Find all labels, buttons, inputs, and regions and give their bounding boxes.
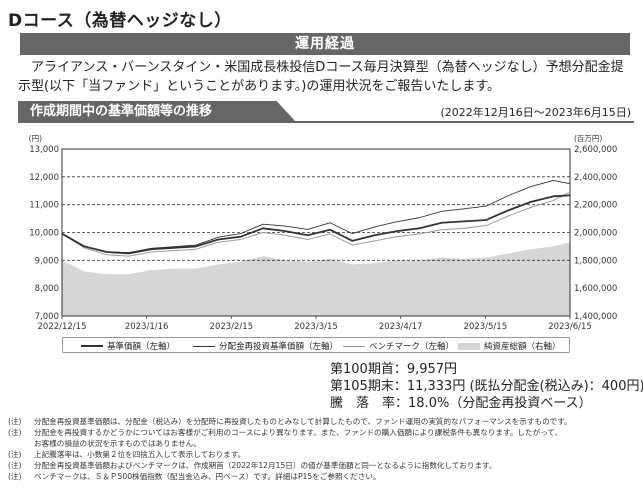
x-tick-label: 2023/4/17 — [379, 322, 423, 332]
footnote-text: 分配金を再投資するかどうかについてはお客様がご利用のコースにより異なります。また… — [34, 428, 563, 437]
legend-label-nav: 基準価額（左軸） — [107, 342, 176, 352]
legend-item-benchmark: ベンチマーク（左軸） — [343, 340, 454, 352]
y-right-tick-label: 1,400,000 — [574, 312, 617, 322]
footnote-text: 分配金再投資基準価額は、分配金（税込み）を分配時に再投資したものとみなして計算し… — [34, 417, 572, 426]
legend-swatch-reinvested — [193, 345, 215, 347]
footnote: (注) 分配金再投資基準価額およびベンチマークは、作成期首（2022年12月15日… — [8, 460, 638, 471]
summary-return-label: 騰 落 率： — [330, 396, 409, 411]
summary-end: 第105期末：11,333円 (既払分配金(税込み)：400円) — [330, 378, 643, 395]
legend-label-netassets: 純資産総額（右軸） — [484, 342, 561, 352]
y-right-unit: (百万円) — [574, 134, 602, 143]
footnotes: (注) 分配金再投資基準価額は、分配金（税込み）を分配時に再投資したものとみなして… — [8, 416, 638, 482]
series-area-net-assets — [62, 242, 570, 316]
summary-start-label: 第100期首： — [330, 362, 407, 377]
subsection-header: 作成期間中の基準価額等の推移 — [18, 101, 296, 122]
x-tick-label: 2023/3/15 — [294, 322, 338, 332]
y-left-tick-label: 10,000 — [29, 229, 59, 239]
x-tick-label: 2023/2/15 — [210, 322, 254, 332]
y-right-tick-label: 2,400,000 — [574, 173, 617, 183]
legend-item-netassets: 純資産総額（右軸） — [458, 340, 561, 352]
footnote-prefix: (注) — [8, 428, 22, 437]
legend-swatch-nav — [81, 345, 103, 347]
legend-item-nav: 基準価額（左軸） — [81, 340, 175, 352]
y-right-tick-label: 2,600,000 — [574, 145, 617, 155]
section-header: 運用経過 — [20, 33, 630, 55]
x-tick-label: 2022/12/15 — [38, 322, 87, 332]
chart-legend: 基準価額（左軸） 分配金再投資基準価額（左軸） ベンチマーク（左軸） 純資産総額… — [62, 337, 570, 353]
legend-label-benchmark: ベンチマーク（左軸） — [369, 342, 455, 352]
y-right-tick-label: 1,800,000 — [574, 256, 617, 266]
y-right-tick-label: 1,600,000 — [574, 284, 617, 294]
summary-start: 第100期首：9,957円 — [330, 361, 643, 378]
legend-swatch-netassets — [458, 342, 480, 350]
footnote: (注) 上記騰落率は、小数第２位を四捨五入して表示しております。 — [8, 449, 638, 460]
y-left-tick-label: 12,000 — [29, 173, 59, 183]
footnote-text: 分配金再投資基準価額およびベンチマークは、作成期首（2022年12月15日）の値… — [34, 461, 497, 470]
y-left-tick-label: 8,000 — [35, 284, 59, 294]
footnote: (注) 分配金を再投資するかどうかについてはお客様がご利用のコースにより異なります… — [8, 427, 638, 438]
footnote-prefix: (注) — [8, 461, 22, 470]
series-line-gray — [61, 191, 571, 257]
x-tick-label: 2023/1/16 — [125, 322, 169, 332]
footnote-text: ベンチマークは、Ｓ＆Ｐ500株価指数（配当金込み、円ベース）です。詳細はP15を… — [34, 472, 381, 481]
footnote: お客様の損益の状況を示すものではありません。 — [8, 438, 638, 449]
y-left-tick-label: 13,000 — [29, 145, 59, 155]
footnote-text: 上記騰落率は、小数第２位を四捨五入して表示しております。 — [34, 450, 246, 459]
legend-label-reinvested: 分配金再投資基準価額（左軸） — [219, 342, 339, 352]
summary-return-value: 18.0%（分配金再投資ベース） — [408, 396, 592, 411]
y-left-unit: (円) — [29, 134, 42, 143]
legend-swatch-benchmark — [343, 345, 365, 347]
x-tick-label: 2023/5/15 — [464, 322, 508, 332]
course-title: Dコース（為替ヘッジなし） — [8, 11, 232, 31]
legend-item-reinvested: 分配金再投資基準価額（左軸） — [193, 340, 338, 352]
footnote-prefix: (注) — [8, 472, 22, 481]
y-right-tick-label: 2,000,000 — [574, 229, 617, 239]
chart-period: (2022年12月16日～2023年6月15日) — [440, 106, 631, 119]
summary-end-label: 第105期末： — [330, 379, 407, 394]
footnote-text: お客様の損益の状況を示すものではありません。 — [34, 439, 201, 448]
footnote-prefix: (注) — [8, 450, 22, 459]
summary-end-value: 11,333円 (既払分配金(税込み)：400円) — [406, 379, 643, 394]
y-left-tick-label: 11,000 — [29, 201, 59, 211]
series-line-solid-dark — [61, 194, 571, 255]
summary-return: 騰 落 率：18.0%（分配金再投資ベース） — [330, 395, 643, 412]
footnote: (注) 分配金再投資基準価額は、分配金（税込み）を分配時に再投資したものとみなして… — [8, 416, 638, 427]
y-right-tick-label: 2,200,000 — [574, 201, 617, 211]
x-tick-label: 2023/6/15 — [548, 322, 592, 332]
nav-chart: 7,000 8,000 9,000 10,000 11,000 12,000 13,000 (… — [29, 134, 618, 332]
summary-start-value: 9,957円 — [406, 362, 458, 377]
y-left-tick-label: 7,000 — [35, 312, 59, 322]
intro-text: アライアンス・バーンスタイン・米国成長株投信Dコース毎月決算型（為替ヘッジなし）… — [18, 60, 624, 94]
footnote-prefix: (注) — [8, 417, 22, 426]
y-left-tick-label: 9,000 — [35, 256, 59, 266]
subsection-underline — [18, 121, 634, 123]
footnote: (注) ベンチマークは、Ｓ＆Ｐ500株価指数（配当金込み、円ベース）です。詳細はP… — [8, 471, 638, 482]
performance-summary: 第100期首：9,957円 第105期末：11,333円 (既払分配金(税込み)… — [330, 361, 643, 412]
